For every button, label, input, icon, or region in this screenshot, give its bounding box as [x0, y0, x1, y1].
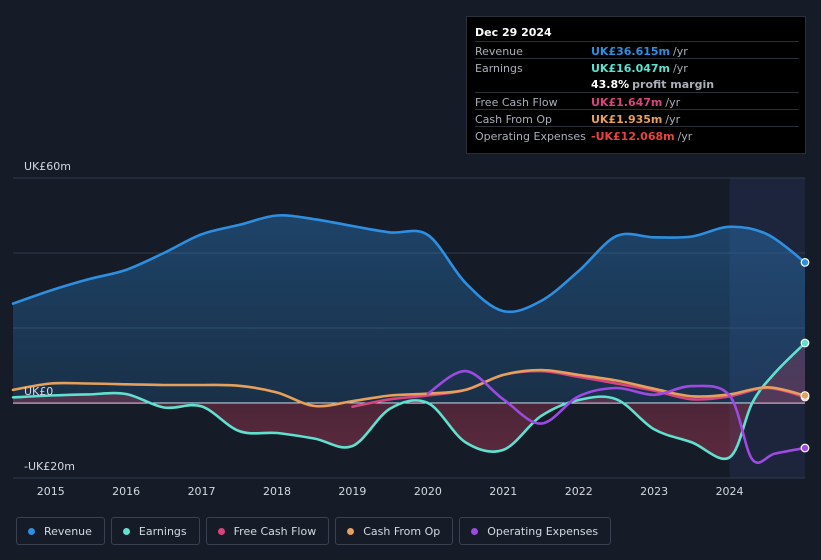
- series-fills: [13, 215, 805, 459]
- x-tick-label: 2018: [263, 485, 291, 498]
- legend-label: Operating Expenses: [487, 524, 599, 538]
- cash-from-op-endpoint: [800, 391, 810, 400]
- series-lines: [11, 214, 810, 465]
- legend-item-operating-expenses[interactable]: Operating Expenses: [459, 517, 612, 545]
- x-tick-label: 2021: [489, 485, 517, 498]
- y-tick-label: UK£60m: [24, 160, 71, 173]
- operating-expenses-endpoint: [800, 443, 810, 453]
- legend-item-earnings[interactable]: Earnings: [110, 517, 200, 545]
- x-tick-label: 2020: [414, 485, 442, 498]
- x-tick-label: 2019: [338, 485, 366, 498]
- legend-item-cash-from-op[interactable]: Cash From Op: [335, 517, 454, 545]
- tooltip-label: Earnings: [475, 62, 523, 75]
- legend-label: Revenue: [44, 524, 92, 538]
- tooltip-margin: 43.8% profit margin: [591, 78, 715, 91]
- earnings-dot-icon: [122, 527, 130, 535]
- cash-from-op-dot-icon: [347, 527, 355, 535]
- x-tick-label: 2022: [565, 485, 593, 498]
- tooltip-value: UK£1.647m/yr: [591, 96, 681, 109]
- operating-expenses-line: [426, 369, 807, 465]
- tooltip-label: Cash From Op: [475, 113, 553, 126]
- legend-label: Earnings: [138, 524, 187, 538]
- x-tick-label: 2023: [640, 485, 668, 498]
- tooltip-value: UK£1.935m/yr: [591, 113, 681, 126]
- chart-area: UK£60m UK£0 -UK£20m 2015 2016 2017 2018 2019 202…: [11, 160, 810, 498]
- earnings-line: [11, 341, 807, 461]
- tooltip-value: -UK£12.068m/yr: [591, 130, 693, 143]
- operating-expenses-dot-icon: [471, 527, 479, 535]
- legend-label: Cash From Op: [363, 524, 441, 538]
- tooltip-label: Operating Expenses: [475, 130, 586, 143]
- y-tick-label: -UK£20m: [24, 460, 75, 473]
- free-cash-flow-dot-icon: [217, 527, 225, 535]
- tooltip-label: Revenue: [475, 45, 523, 58]
- legend-item-revenue[interactable]: Revenue: [16, 517, 105, 545]
- tooltip-row-revenue: Revenue UK£36.615m/yr: [475, 41, 799, 58]
- revenue-endpoint: [800, 257, 810, 267]
- tooltip-row-cfo: Cash From Op UK£1.935m/yr: [475, 109, 799, 126]
- tooltip-row-fcf: Free Cash Flow UK£1.647m/yr: [475, 92, 799, 109]
- x-tick-label: 2016: [112, 485, 140, 498]
- earnings-endpoint: [800, 338, 810, 348]
- legend-label: Free Cash Flow: [233, 524, 317, 538]
- data-tooltip: Dec 29 2024 Revenue UK£36.615m/yr Earnin…: [466, 16, 806, 154]
- cash-from-op-line: [11, 368, 807, 408]
- tooltip-row-opex: Operating Expenses -UK£12.068m/yr: [475, 126, 799, 143]
- axis-ticks: UK£60m UK£0 -UK£20m 2015 2016 2017 2018 2019 202…: [24, 160, 744, 498]
- revenue-area: [13, 215, 805, 403]
- x-tick-label: 2017: [188, 485, 216, 498]
- revenue-line: [11, 214, 807, 314]
- tooltip-row-margin: 43.8% profit margin: [475, 75, 799, 92]
- x-tick-label: 2015: [37, 485, 65, 498]
- tooltip-row-earnings: Earnings UK£16.047m/yr: [475, 58, 799, 75]
- legend-item-free-cash-flow[interactable]: Free Cash Flow: [205, 517, 330, 545]
- x-tick-label: 2024: [716, 485, 744, 498]
- y-tick-label: UK£0: [24, 385, 53, 398]
- earnings-area: [13, 343, 805, 459]
- tooltip-value: UK£36.615m/yr: [591, 45, 688, 58]
- tooltip-value: UK£16.047m/yr: [591, 62, 688, 75]
- revenue-dot-icon: [28, 527, 35, 535]
- tooltip-label: Free Cash Flow: [475, 96, 558, 109]
- chart-legend: Revenue Earnings Free Cash Flow Cash Fro…: [16, 517, 612, 547]
- tooltip-date: Dec 29 2024: [475, 26, 552, 39]
